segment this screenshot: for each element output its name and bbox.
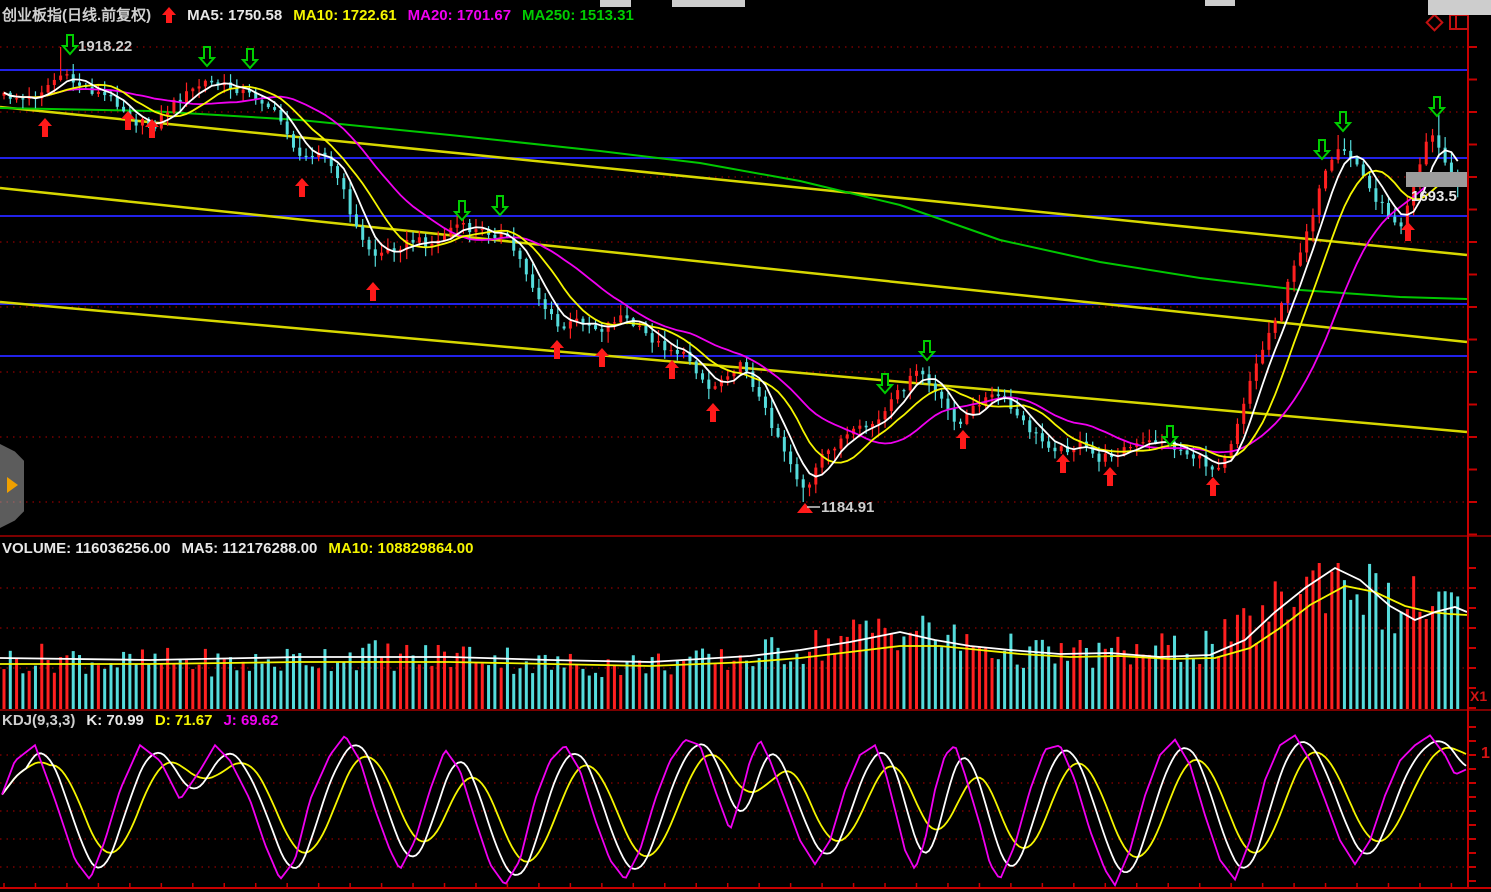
kdj-d-value: D: 71.67	[154, 712, 213, 729]
window-edge-fragment	[1205, 0, 1235, 6]
last-price-tag	[1406, 172, 1467, 187]
trend-up-arrow-icon	[162, 7, 177, 23]
gridlines-layer	[0, 46, 1491, 889]
high-price-label: 1918.22	[78, 38, 133, 55]
ma5-legend-value: MA5: 1750.58	[187, 6, 283, 24]
window-edge-fragment	[672, 0, 745, 7]
window-edge-fragment	[600, 0, 631, 7]
volume-pane[interactable]	[0, 563, 1468, 709]
expand-arrow-icon	[7, 477, 18, 493]
main-chart-legend: 创业板指(日线.前复权) MA5: 1750.58 MA10: 1722.61 …	[2, 7, 634, 23]
kdj-pane[interactable]	[1, 734, 1467, 887]
kdj-j-value: J: 69.62	[223, 712, 279, 729]
window-edge-fragment	[1428, 0, 1491, 15]
kdj-title: KDJ(9,3,3)	[2, 712, 76, 729]
price-axis	[3, 28, 1477, 888]
kdj-legend: KDJ(9,3,3) K: 70.99 D: 71.67 J: 69.62	[2, 713, 279, 728]
low-price-label: 1184.91	[821, 499, 875, 516]
ma20-legend-value: MA20: 1701.67	[407, 6, 512, 24]
symbol-title: 创业板指(日线.前复权)	[2, 6, 152, 24]
ma250-legend-value: MA250: 1513.31	[522, 6, 634, 24]
last-price-value: 1693.5	[1411, 188, 1457, 205]
main-annotations-layer	[38, 34, 1447, 513]
kdj-k-value: K: 70.99	[86, 712, 144, 729]
split-window-divider	[1454, 16, 1457, 28]
volume-legend: VOLUME: 116036256.00 MA5: 112176288.00 M…	[2, 541, 473, 556]
main-price-pane[interactable]	[2, 47, 1460, 502]
volume-ma10-value: MA10: 108829864.00	[328, 540, 474, 557]
left-panel-expander[interactable]	[0, 444, 24, 528]
x-scale-label: X1	[1470, 688, 1488, 704]
volume-ma5-value: MA5: 112176288.00	[181, 540, 318, 557]
kdj-axis-100-label: 1	[1481, 745, 1490, 762]
ma10-legend-value: MA10: 1722.61	[293, 6, 397, 24]
volume-value: VOLUME: 116036256.00	[2, 540, 171, 557]
split-window-icon[interactable]	[1449, 14, 1469, 30]
